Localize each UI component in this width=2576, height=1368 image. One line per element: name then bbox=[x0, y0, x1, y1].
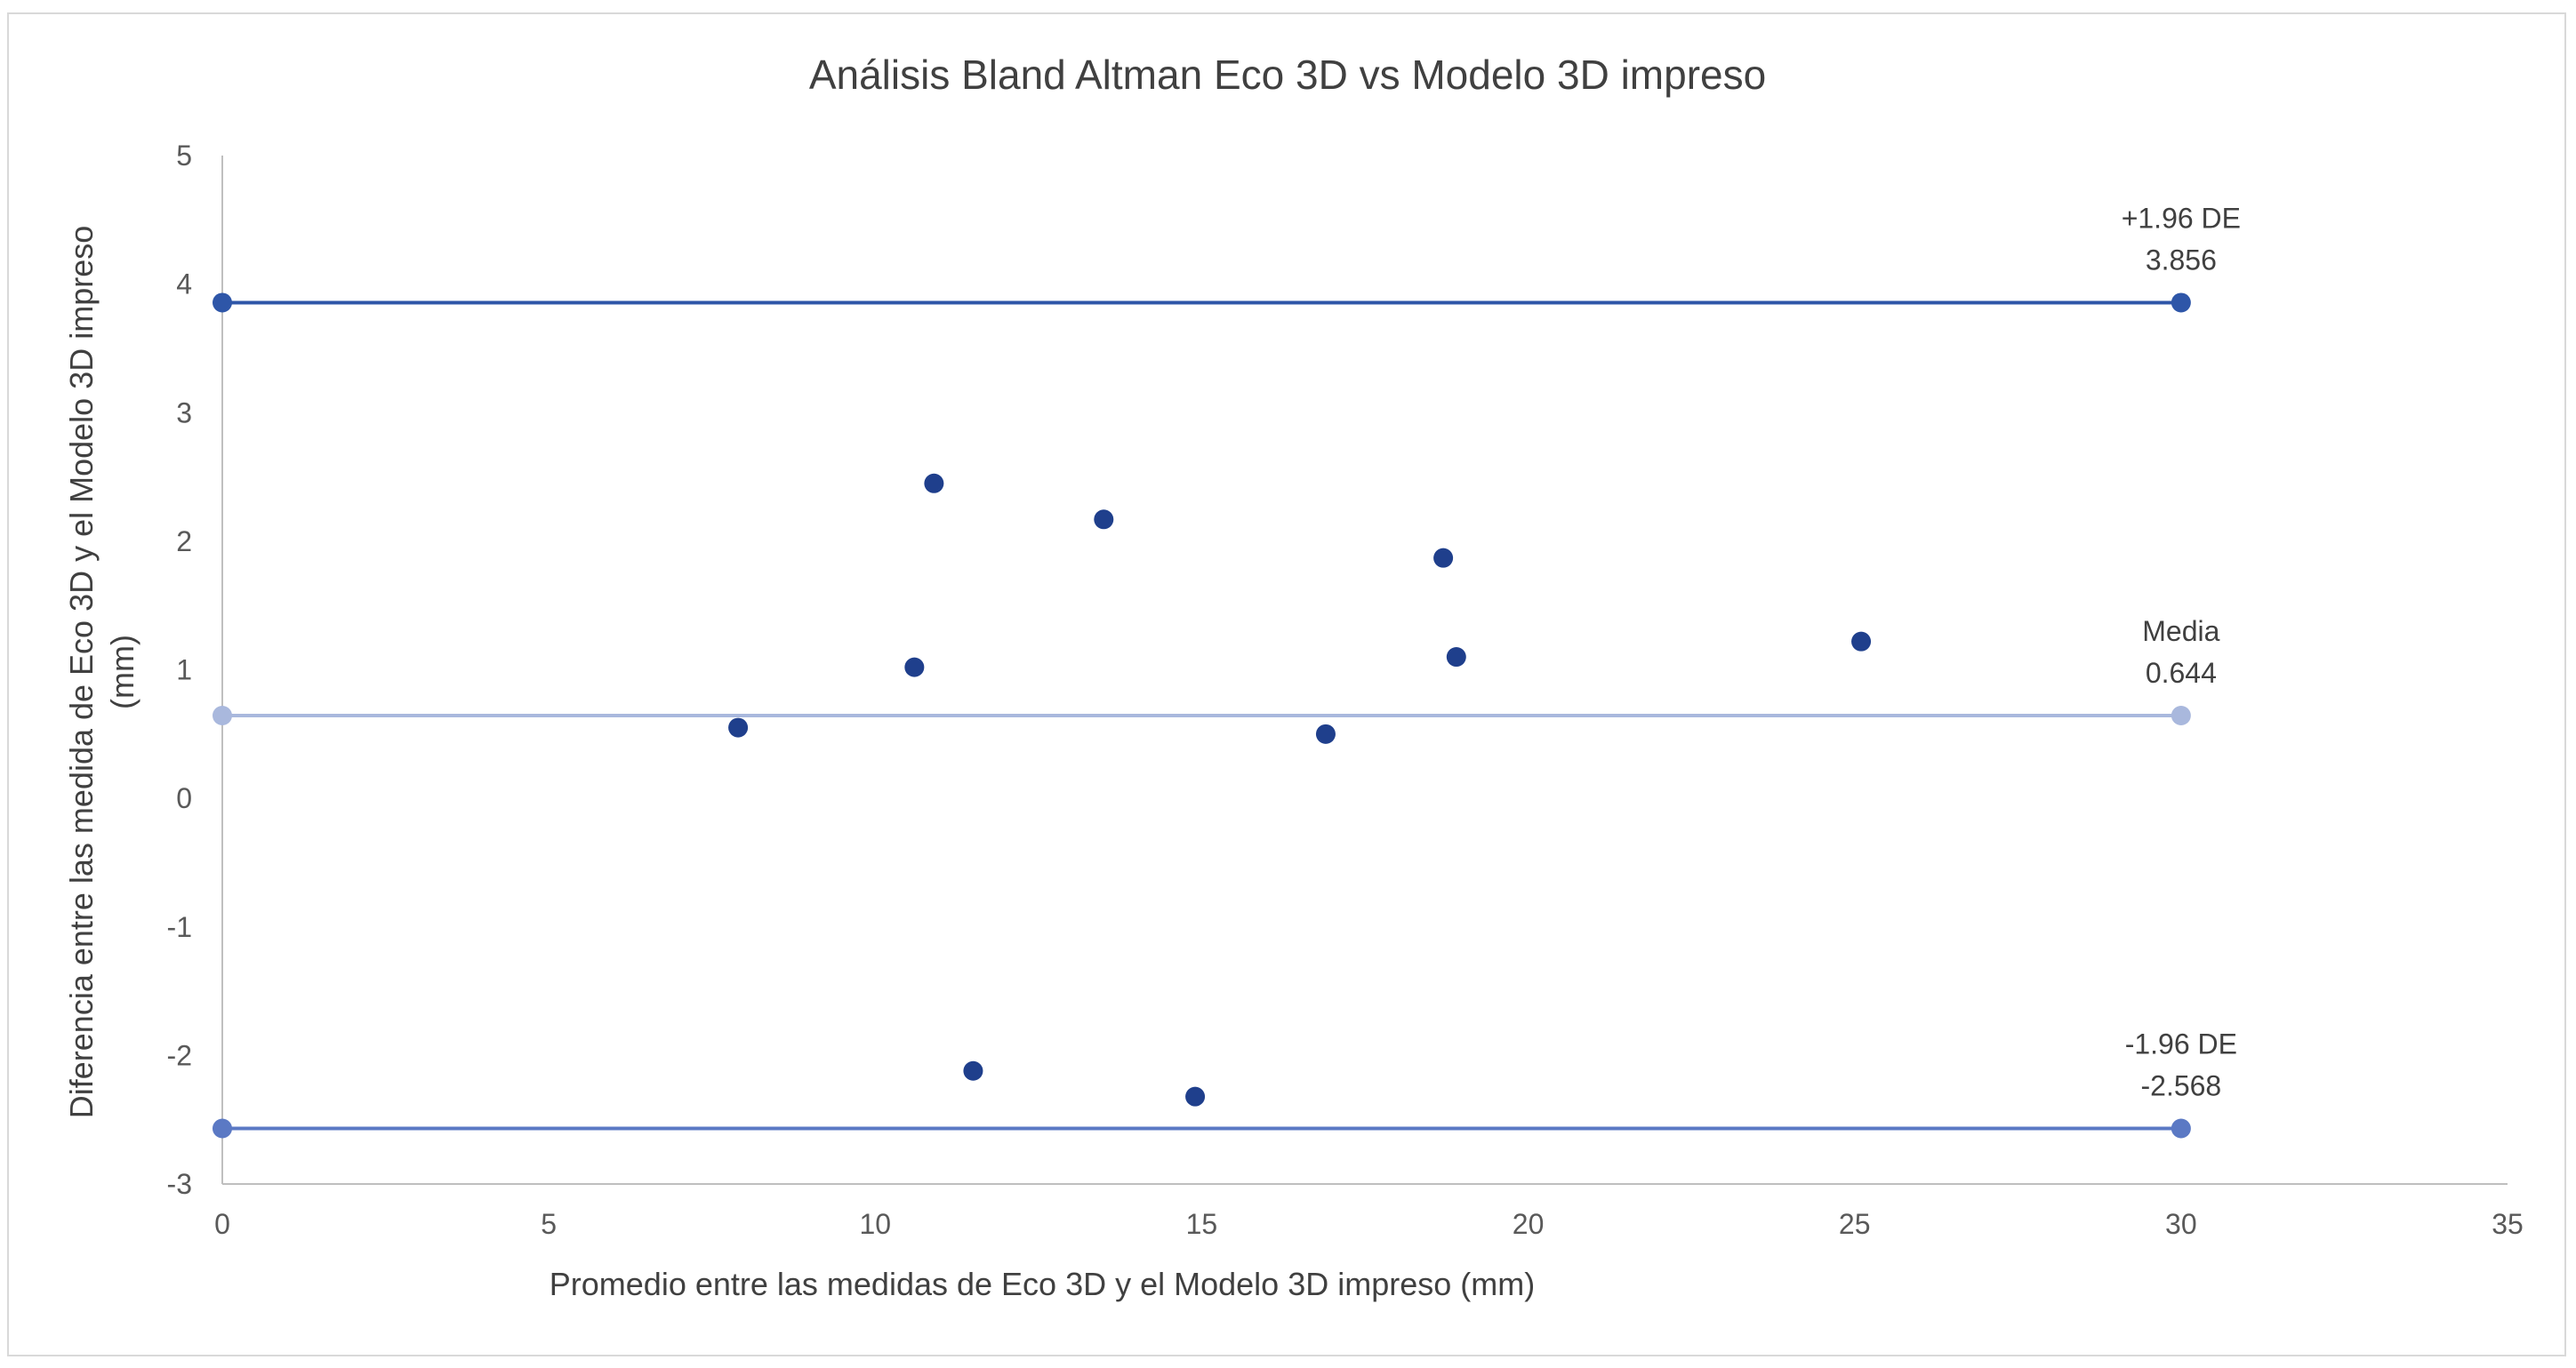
y-tick-label: -3 bbox=[167, 1168, 192, 1200]
reference-line-label: -1.96 DE bbox=[2125, 1028, 2237, 1060]
data-point bbox=[924, 473, 944, 493]
data-point bbox=[1094, 509, 1114, 530]
x-tick-label: 5 bbox=[541, 1208, 557, 1240]
reference-line-value: 0.644 bbox=[2146, 657, 2217, 689]
y-tick-label: 3 bbox=[176, 396, 192, 428]
x-tick-label: 30 bbox=[2165, 1208, 2197, 1240]
y-tick-label: -2 bbox=[167, 1039, 192, 1071]
reference-line-end-marker bbox=[2171, 705, 2191, 725]
x-tick-label: 20 bbox=[1513, 1208, 1545, 1240]
x-tick-label: 15 bbox=[1186, 1208, 1218, 1240]
data-point bbox=[1851, 631, 1872, 652]
y-tick-label: 2 bbox=[176, 525, 192, 557]
x-axis-title: Promedio entre las medidas de Eco 3D y e… bbox=[550, 1266, 1535, 1302]
y-tick-label: 5 bbox=[176, 140, 192, 172]
reference-line-start-marker bbox=[213, 292, 232, 313]
y-axis-title-line-1: Diferencia entre las medida de Eco 3D y … bbox=[63, 226, 100, 1118]
reference-line-start-marker bbox=[213, 1118, 232, 1139]
x-tick-label: 10 bbox=[859, 1208, 891, 1240]
chart-frame bbox=[7, 12, 2566, 1356]
y-tick-label: 4 bbox=[176, 268, 192, 300]
y-tick-label: -1 bbox=[167, 911, 192, 943]
x-tick-label: 25 bbox=[1839, 1208, 1871, 1240]
data-point bbox=[1446, 647, 1466, 668]
data-point bbox=[728, 717, 749, 738]
y-axis-title-line-2: (mm) bbox=[104, 635, 140, 709]
x-tick-label: 35 bbox=[2492, 1208, 2524, 1240]
data-point bbox=[1185, 1086, 1206, 1107]
reference-line-label: Media bbox=[2142, 615, 2219, 647]
reference-line-end-marker bbox=[2171, 292, 2191, 313]
reference-lines: +1.96 DE 3.856 Media 0.644 -1.96 DE -2.568 bbox=[213, 202, 2241, 1139]
axes: -3 -2 -1 0 1 2 3 4 5 0 5 10 15 20 25 30 35 bbox=[167, 140, 2524, 1240]
y-axis-title: Diferencia entre las medida de Eco 3D y … bbox=[63, 226, 140, 1118]
y-tick-label: 0 bbox=[176, 782, 192, 814]
data-point bbox=[963, 1060, 983, 1081]
x-tick-label: 0 bbox=[214, 1208, 230, 1240]
data-point bbox=[1315, 724, 1336, 744]
y-tick-label: 1 bbox=[176, 654, 192, 686]
reference-line-value: 3.856 bbox=[2146, 244, 2217, 276]
reference-line-label: +1.96 DE bbox=[2122, 202, 2241, 234]
chart-title: Análisis Bland Altman Eco 3D vs Modelo 3… bbox=[809, 52, 1766, 98]
data-points bbox=[728, 473, 1872, 1107]
reference-line-end-marker bbox=[2171, 1118, 2191, 1139]
data-point bbox=[1433, 548, 1454, 568]
data-point bbox=[904, 657, 925, 677]
reference-line-start-marker bbox=[213, 705, 232, 725]
reference-line-value: -2.568 bbox=[2140, 1070, 2221, 1102]
